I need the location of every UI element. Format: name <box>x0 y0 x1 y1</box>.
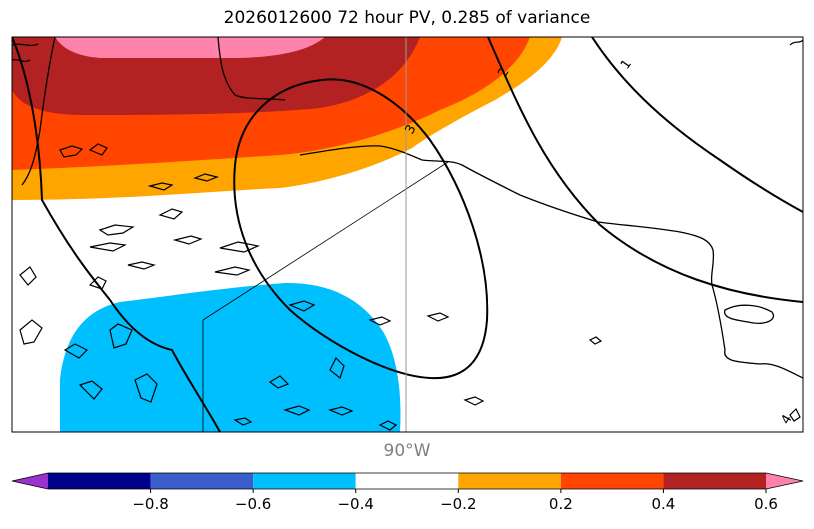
island-outline <box>378 420 398 431</box>
diagonal-line <box>202 161 449 432</box>
colorbar-bin <box>766 473 803 489</box>
island-outline <box>368 316 392 326</box>
island-outline <box>328 406 354 416</box>
colorbar-tick-label: −0.8 <box>132 495 168 513</box>
colorbar-bin <box>355 473 459 489</box>
island-outline <box>426 312 450 322</box>
island-outline <box>193 173 219 182</box>
contour-label-1: 1 <box>618 57 635 72</box>
colorbar-bin <box>48 473 151 489</box>
coastline <box>12 39 803 63</box>
island-outline <box>268 375 290 389</box>
island-outline <box>89 242 128 252</box>
island-outline <box>214 266 252 276</box>
island-outline <box>789 407 801 422</box>
contour-line-2 <box>591 37 803 213</box>
border-line-west <box>21 37 56 186</box>
state-border-1 <box>217 37 286 101</box>
contour-line-1 <box>487 37 803 303</box>
border-line-49n <box>299 145 803 379</box>
colorbar: −0.8−0.6−0.4−0.20.20.40.60.8 <box>11 472 804 513</box>
contour-line-3 <box>12 37 221 432</box>
island-outline <box>172 235 203 245</box>
island-outline <box>63 343 89 359</box>
pink-fill-region <box>55 37 325 58</box>
colorbar-bin <box>458 473 561 489</box>
colorbar-bin <box>663 473 766 489</box>
chart-title: 2026012600 72 hour PV, 0.285 of variance <box>223 8 591 28</box>
colorbar-bin <box>150 473 254 489</box>
island-outline <box>78 380 103 400</box>
colorbar-tick-label: 0.4 <box>651 495 675 513</box>
island-outline <box>88 276 107 290</box>
colorbar-bin <box>253 473 356 489</box>
meridian-label: 90°W <box>384 441 431 461</box>
island-outline <box>134 373 158 403</box>
colorbar-bin <box>560 473 664 489</box>
blue-fill-region <box>60 282 401 432</box>
island-outline <box>158 208 184 220</box>
island-outline <box>59 145 84 158</box>
island-outline <box>109 323 133 349</box>
colorbar-outline <box>11 472 804 490</box>
island-outline <box>19 319 43 345</box>
island-outline <box>588 336 603 345</box>
island-outline <box>147 182 174 191</box>
island-outline <box>219 241 261 253</box>
island-outline <box>233 417 253 426</box>
island-outline <box>463 396 485 406</box>
contour-label-4: 4 <box>778 412 795 427</box>
colorbar-tick-label: −0.6 <box>235 495 271 513</box>
map-frame <box>11 36 804 433</box>
island-outline <box>329 356 345 380</box>
great-lakes-outline <box>723 304 775 324</box>
colorbar-bin <box>12 473 48 489</box>
colorbar-tick-label: −0.2 <box>440 495 476 513</box>
island-outline <box>288 300 316 312</box>
island-outline <box>98 224 135 236</box>
island-outline <box>88 143 108 156</box>
colorbar-tick-label: 0.6 <box>754 495 778 513</box>
contour-ellipse <box>233 78 489 380</box>
island-outline <box>19 266 37 286</box>
colorbar-tick-label: 0.2 <box>549 495 573 513</box>
island-outline <box>127 261 156 270</box>
island-outline <box>283 405 311 416</box>
colorbar-tick-label: −0.4 <box>337 495 373 513</box>
